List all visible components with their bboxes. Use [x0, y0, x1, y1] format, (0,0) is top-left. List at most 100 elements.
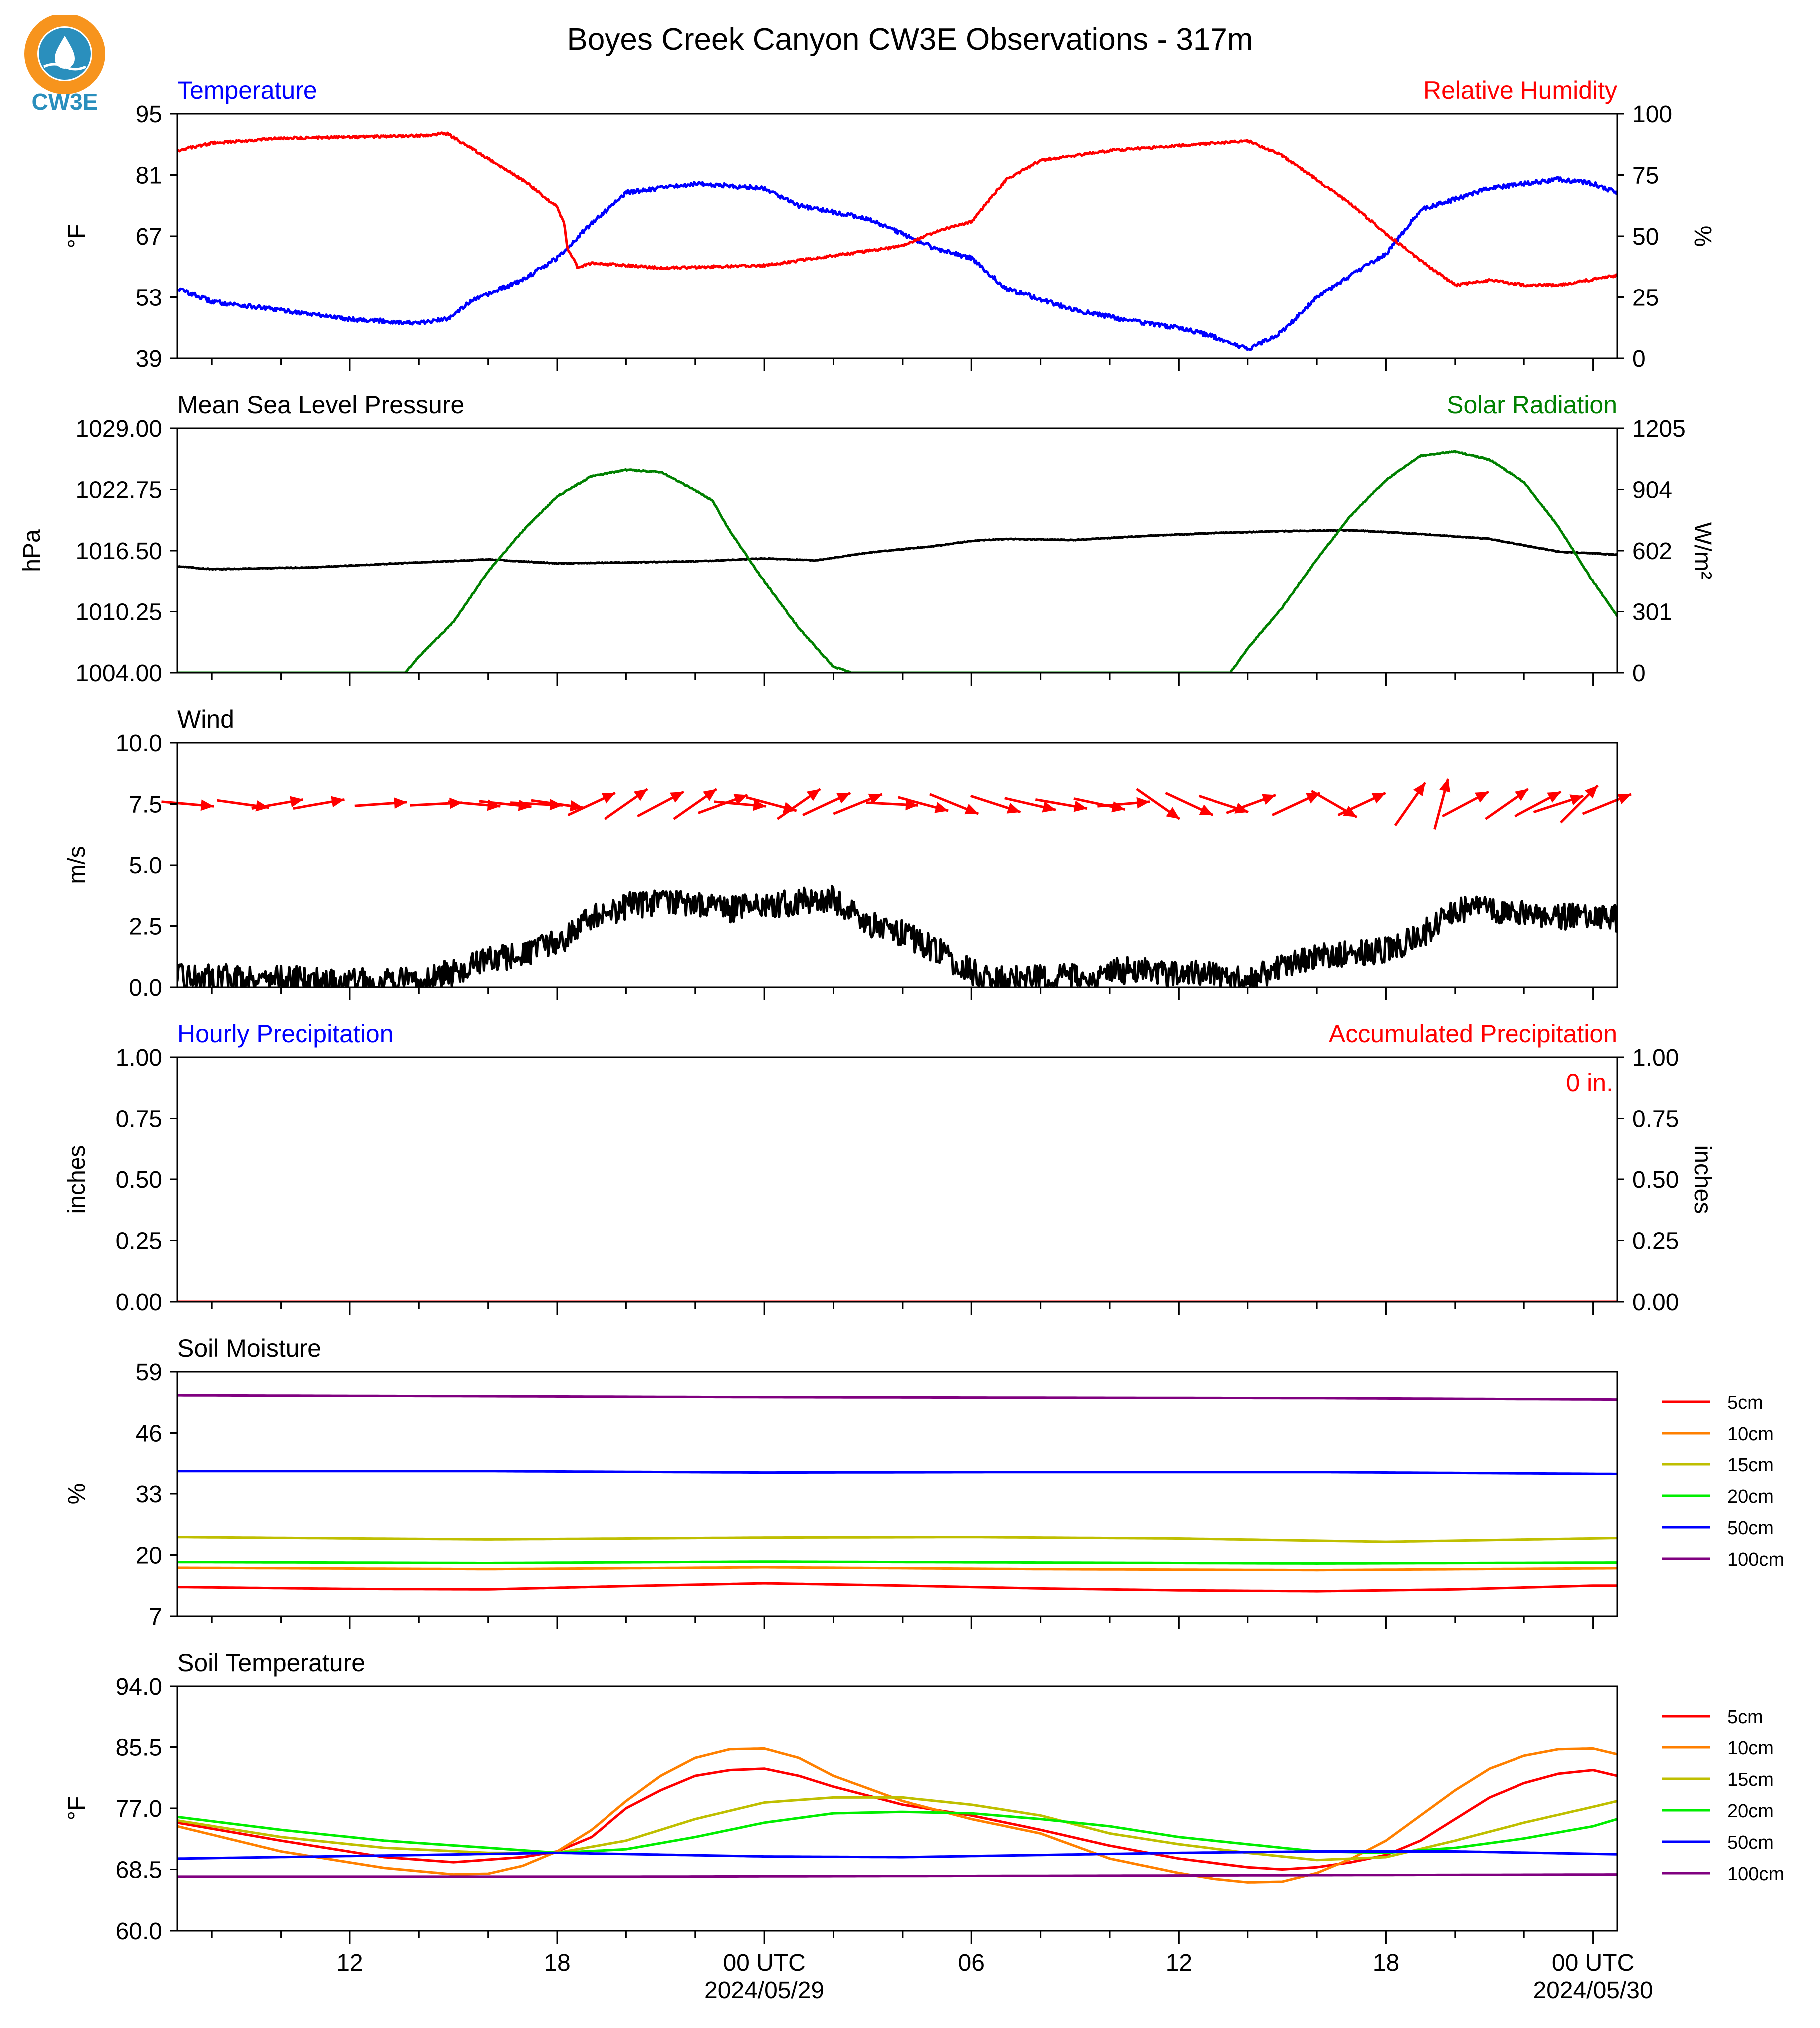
y-tick-label: 5.0 — [129, 853, 162, 879]
y-tick-label-right: 904 — [1632, 477, 1672, 504]
wind-arrow-head — [868, 793, 882, 804]
y-axis-label: °F — [64, 224, 90, 249]
wind-arrow — [1433, 778, 1451, 830]
legend-label: 100cm — [1727, 1549, 1784, 1570]
panel-title-left: Soil Moisture — [177, 1334, 321, 1362]
wind-arrow-head — [394, 797, 407, 809]
logo-drop-icon — [55, 36, 75, 69]
panel-title-left: Temperature — [177, 76, 317, 104]
series-line-100cm — [177, 1394, 1617, 1401]
wind-arrow-head — [290, 796, 303, 808]
y-tick-label: 7.5 — [129, 792, 162, 818]
series-group — [177, 1747, 1617, 1884]
panel-temp_rh: 95 81 67 53 39 100 75 50 25 0 °F % Temperature Relati… — [64, 76, 1716, 372]
logo-text: CW3E — [32, 89, 98, 115]
wind-arrow-head — [1584, 785, 1598, 799]
wind-arrow-head — [1006, 802, 1021, 814]
legend-label: 20cm — [1727, 1801, 1774, 1822]
y-tick-label: 94.0 — [116, 1674, 162, 1700]
y-tick-label-right: 100 — [1632, 101, 1672, 128]
wind-arrow-head — [1569, 794, 1584, 806]
wind-arrow — [697, 794, 748, 814]
wind-arrow — [1485, 788, 1529, 820]
x-tick-label: 00 UTC — [1552, 1950, 1634, 1976]
wind-arrow-head — [1073, 800, 1087, 812]
wind-arrow-head — [905, 799, 918, 811]
y-axis-label: hPa — [19, 529, 45, 572]
y-tick-label: 0.25 — [116, 1228, 162, 1255]
wind-arrow — [802, 792, 851, 816]
panel-title-right: Accumulated Precipitation — [1329, 1020, 1617, 1048]
wind-arrow — [637, 790, 685, 818]
panel-precip: 1.00 0.75 0.50 0.25 0.00 1.00 0.75 0.50 0.25 0.00… — [64, 1020, 1716, 1316]
panel-soil_moisture: 59 46 33 20 7% Soil Moisture 5cm 10cm 15cm 20cm 50… — [64, 1334, 1784, 1630]
y-axis-label: inches — [64, 1145, 90, 1214]
wind-arrow — [604, 788, 648, 820]
wind-arrow-head — [1199, 804, 1213, 815]
y-tick-label: 60.0 — [116, 1918, 162, 1945]
legend-label: 5cm — [1727, 1392, 1763, 1413]
series-line-10cm — [177, 1566, 1617, 1572]
y-tick-label: 81 — [136, 163, 162, 189]
wind-arrow-head — [753, 799, 767, 811]
wind-arrow-head — [1262, 794, 1276, 805]
wind-arrow-head — [1343, 806, 1357, 817]
wind-arrow-head — [964, 804, 979, 815]
y-tick-label-right: 0 — [1632, 346, 1646, 372]
wind-arrow — [1035, 798, 1088, 812]
wind-arrow — [1560, 784, 1599, 824]
series-line-5cm — [177, 1582, 1617, 1593]
wind-arrow — [1533, 794, 1584, 814]
wind-vectors — [161, 778, 1632, 830]
y-tick-label: 53 — [136, 285, 162, 311]
wind-arrow — [1310, 790, 1358, 818]
series-line-100cm — [177, 1873, 1617, 1878]
wind-arrow — [866, 799, 918, 811]
wind-arrow-head — [783, 802, 797, 813]
y-tick-label: 67 — [136, 224, 162, 250]
wind-arrow — [714, 799, 767, 811]
wind-arrow — [1582, 793, 1632, 815]
y-tick-label: 46 — [136, 1421, 162, 1447]
series-line-15cm — [177, 1796, 1617, 1862]
panel-title-left: Soil Temperature — [177, 1649, 365, 1677]
wind-arrow — [1136, 788, 1181, 820]
y-tick-label-right: 0.25 — [1632, 1228, 1679, 1255]
series-line-15cm — [177, 1536, 1617, 1543]
wind-arrow-head — [633, 789, 648, 801]
wind-arrow — [531, 799, 584, 812]
wind-arrow-head — [934, 802, 949, 813]
wind-arrow-head — [1439, 778, 1451, 793]
wind-arrow — [1514, 790, 1562, 818]
y-tick-label: 68.5 — [116, 1857, 162, 1884]
y-axis-label-right: % — [1689, 226, 1716, 247]
wind-arrow — [354, 797, 407, 809]
wind-arrow-head — [1515, 789, 1528, 801]
y-tick-label-right: 25 — [1632, 285, 1659, 311]
y-tick-label: 0.0 — [129, 975, 162, 1001]
legend-label: 5cm — [1727, 1707, 1763, 1728]
wind-arrow — [898, 796, 949, 813]
y-tick-label: 7 — [149, 1604, 162, 1630]
y-tick-label: 1.00 — [116, 1045, 162, 1071]
wind-arrow — [161, 799, 214, 811]
wind-arrow-head — [1042, 801, 1056, 813]
series-line-solar-radiation — [177, 450, 1617, 673]
y-axis-label: °F — [64, 1796, 90, 1821]
legend-label: 50cm — [1727, 1832, 1774, 1853]
cw3e-logo: CW3E — [15, 13, 115, 115]
y-axis-label: m/s — [64, 846, 90, 884]
wind-arrow-head — [1371, 793, 1386, 804]
x-date-label: 2024/05/30 — [1533, 1977, 1653, 2004]
wind-arrow — [776, 788, 821, 820]
legend-label: 15cm — [1727, 1769, 1774, 1790]
y-tick-label-right: 1205 — [1632, 416, 1686, 442]
wind-arrow-head — [1547, 791, 1561, 803]
accumulated-total-label: 0 in. — [1566, 1069, 1613, 1097]
wind-arrow-head — [1413, 782, 1426, 796]
wind-arrow — [1097, 797, 1150, 809]
wind-arrow-head — [703, 789, 717, 801]
y-tick-label-right: 0 — [1632, 660, 1646, 687]
